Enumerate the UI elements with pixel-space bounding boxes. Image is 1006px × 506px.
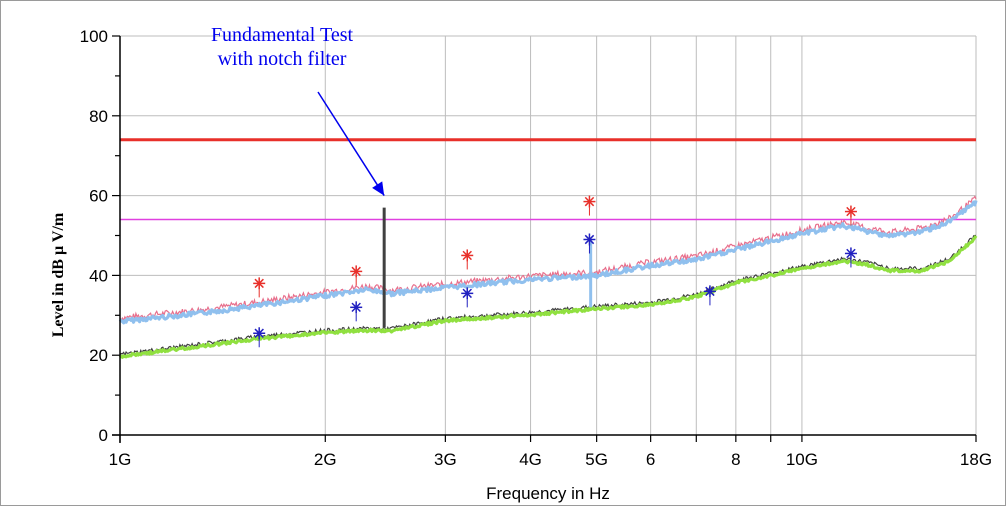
annotation-arrow <box>317 91 385 196</box>
x-tick-label-0: 1G <box>109 450 132 469</box>
y-axis-label: Level in dB µ V/m <box>50 212 67 337</box>
x-tick-label-3: 4G <box>519 450 542 469</box>
limit-lines <box>120 138 976 221</box>
peak-marker-5 <box>253 327 266 348</box>
annotation-line-2: with notch filter <box>218 48 347 70</box>
axes <box>112 35 977 443</box>
y-tick-label-60: 60 <box>89 187 108 206</box>
y-tick-label-40: 40 <box>89 266 108 285</box>
x-tick-label-2: 3G <box>434 450 457 469</box>
x-tick-label-6: 8 <box>731 450 740 469</box>
peak-marker-1 <box>350 265 363 286</box>
series-group <box>118 195 978 359</box>
x-tick-label-5: 6 <box>646 450 655 469</box>
peak-marker-6 <box>350 301 363 322</box>
grid <box>119 35 977 436</box>
x-tick-label-4: 5G <box>585 450 608 469</box>
series-peak-pink <box>119 195 977 322</box>
peak-marker-4 <box>844 205 857 226</box>
annotation-line-1: Fundamental Test <box>211 24 354 46</box>
spike-group <box>382 207 593 328</box>
x-tick-label-8: 18G <box>960 450 992 469</box>
peak-marker-10 <box>844 247 857 268</box>
series-0 <box>118 200 978 325</box>
annotation: Fundamental Test with notch filter <box>211 24 385 196</box>
x-axis-label: Frequency in Hz <box>486 484 610 503</box>
y-tick-label-20: 20 <box>89 346 108 365</box>
x-tick-label-1: 2G <box>314 450 337 469</box>
peak-marker-0 <box>253 277 266 298</box>
peak-markers <box>253 195 857 348</box>
peak-marker-2 <box>461 249 474 270</box>
y-tick-label-100: 100 <box>80 27 108 46</box>
tick-labels: 0 20 40 60 80 100 1G 2G 3G 4G 5G 6 8 10G 18G <box>80 27 992 469</box>
x-tick-label-7: 10G <box>786 450 818 469</box>
peak-marker-7 <box>461 287 474 308</box>
y-tick-label-0: 0 <box>99 426 108 445</box>
y-tick-label-80: 80 <box>89 107 108 126</box>
peak-marker-9 <box>703 285 716 306</box>
peak-marker-8 <box>583 233 596 254</box>
annotation-arrowhead <box>372 181 385 196</box>
peak-marker-3 <box>583 195 596 216</box>
